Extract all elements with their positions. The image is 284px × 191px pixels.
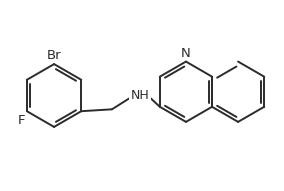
Text: F: F xyxy=(18,114,25,127)
Text: NH: NH xyxy=(131,89,149,102)
Text: Br: Br xyxy=(47,49,61,62)
Text: N: N xyxy=(181,47,191,60)
